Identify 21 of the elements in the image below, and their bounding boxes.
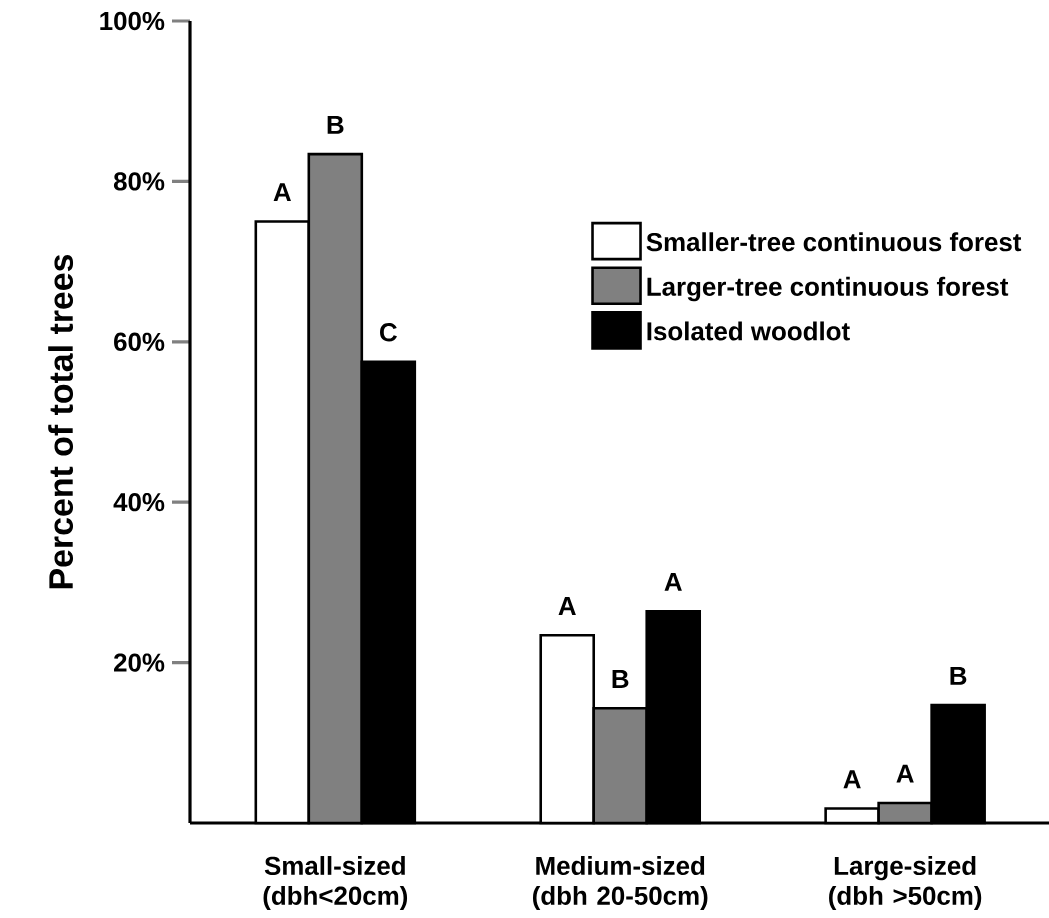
y-tick-label: 20%: [114, 653, 165, 672]
x-tick-label: Medium-sized (dbh 20-50cm): [532, 856, 708, 911]
y-tick-label: 100%: [100, 11, 165, 31]
legend-label: Isolated woodlot: [647, 321, 850, 341]
x-tick-label: Small-sized (dbh<20cm): [263, 856, 408, 911]
x-tick-label: Large-sized (dbh >50cm): [829, 856, 982, 911]
annotation: C: [380, 323, 397, 342]
annotation: B: [950, 666, 967, 685]
annotation: A: [843, 770, 861, 789]
legend-label: Larger-tree continuous forest: [647, 276, 1009, 302]
annotation: A: [664, 573, 682, 591]
annotation: B: [612, 670, 629, 688]
annotation: B: [327, 115, 344, 134]
legend-label: Smaller-tree continuous forest: [646, 232, 1022, 252]
annotation: A: [273, 183, 291, 202]
annotation: A: [558, 597, 576, 615]
annotation: A: [896, 764, 914, 783]
y-tick-label: 80%: [113, 172, 165, 191]
y-axis-title: Percent of total trees: [48, 254, 74, 589]
y-tick-label: 40%: [113, 493, 165, 512]
y-tick-label: 60%: [114, 332, 165, 351]
